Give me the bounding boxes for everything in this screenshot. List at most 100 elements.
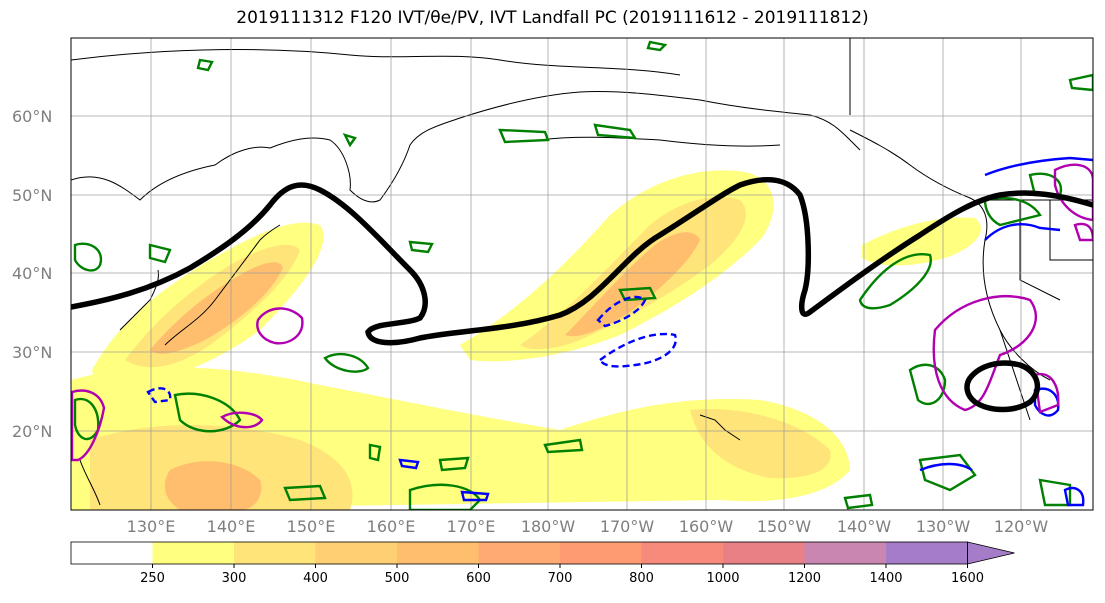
lon-label-170e: 170°E [447,517,496,536]
pv-green-8 [148,243,172,264]
colorbar-segment [152,542,235,564]
ivt-plume-northeast [862,217,981,266]
lon-label-170w: 170°W [600,517,655,536]
pv-blue-dashed-3 [146,387,172,404]
pv-green-1 [196,58,214,72]
colorbar-tick-label: 700 [548,571,573,586]
colorbar-segment [723,542,805,564]
siberia-north [71,49,681,76]
lat-label-40: 40°N [12,264,52,283]
theta-e-contours [71,176,1093,413]
philippines [79,459,101,506]
pv-green-3 [593,123,638,140]
pc-magenta-2 [220,411,264,429]
lon-label-150w: 150°W [757,517,812,536]
figure-title: 2019111312 F120 IVT/θe/PV, IVT Landfall … [0,8,1105,28]
lon-label-160w: 160°W [679,517,734,536]
ivt-shading [71,170,981,510]
pv-green-7 [73,242,103,272]
colorbar-tick-label: 1400 [869,571,902,586]
map-frame [70,37,1094,511]
baja-coast [999,329,1031,421]
colorbar-segment [315,542,398,564]
pv-green-14 [543,438,584,454]
pv-green-5 [342,133,357,148]
pv-green-18 [908,363,947,406]
pv-green-22 [1068,73,1093,92]
north-america-coast [849,129,1051,381]
pv-blue-6 [398,458,420,470]
pv-green-15 [368,443,382,462]
colorbar-segment [478,542,561,564]
colorbar-segment [397,542,479,564]
colorbar-segment [560,542,642,564]
pc-magenta-5 [1033,372,1060,414]
ivt-band-south-inner [164,461,262,510]
pv-green-17 [858,253,932,310]
pv-green-9 [323,353,370,373]
theta-e-closed [964,360,1041,413]
lon-label-130w: 130°W [916,517,971,536]
colorbar-tick-label: 250 [140,571,165,586]
colorbar-tick-label: 1600 [951,571,984,586]
lon-label-130e: 130°E [127,517,176,536]
colorbar-segment [234,542,316,564]
pv-blue-7 [460,490,490,502]
state-line-1 [1019,200,1061,301]
pv-blue-2 [984,223,1061,241]
pc-magenta-4 [932,295,1038,412]
lat-labels: 20°N 30°N 40°N 50°N 60°N [12,107,52,441]
pv-green-6 [408,240,434,254]
pv-green-16 [438,456,470,472]
pv-green-24 [618,286,657,302]
pv-blue-1 [984,156,1093,177]
state-line-2 [1049,200,1093,261]
lat-label-30: 30°N [12,343,52,362]
map-content [71,38,1093,510]
ivt-band-south-east [690,409,831,479]
pv-green-13 [283,484,327,502]
aleutians [539,136,781,147]
pv-blue-dashed-1 [598,332,677,368]
colorbar-tick-label: 1000 [706,571,739,586]
lon-label-140w: 140°W [837,517,892,536]
colorbar-segment [886,542,968,564]
lat-label-50: 50°N [12,186,52,205]
lat-label-60: 60°N [12,107,52,126]
colorbar-segment [71,542,153,564]
coastlines [71,38,1093,506]
lon-label-120w: 120°W [994,517,1049,536]
pc-magenta-3 [71,389,106,462]
colorbar-extend-arrow [967,541,1015,565]
asia-coast [71,91,861,203]
lon-label-180w: 180°W [521,517,576,536]
ivt-plume-central-inner [565,232,700,337]
pv-green-12 [408,483,482,510]
lon-label-160e: 160°E [367,517,416,536]
colorbar-tick-label: 600 [466,571,491,586]
pc-magenta-7 [1073,222,1093,242]
pv-green-25 [843,493,874,510]
pv-contours-green [73,40,1093,510]
korea-coast [119,269,159,331]
colorbar-segment [641,542,724,564]
pv-blue-dashed-2 [596,295,647,328]
colorbar-tick-label: 500 [385,571,410,586]
lat-label-20: 20°N [12,422,52,441]
gridlines [71,38,1093,510]
pv-green-19 [918,453,977,492]
pv-blue-4 [1033,387,1060,417]
pv-green-2 [498,128,550,144]
colorbar-tick-label: 800 [629,571,654,586]
pv-green-20 [983,196,1042,227]
pv-blue-5 [1063,486,1085,507]
colorbar-tick-label: 1200 [788,571,821,586]
colorbar-tick-label: 400 [303,571,328,586]
pv-green-10 [173,392,242,433]
pv-green-4 [646,40,668,52]
lon-labels: 130°E 140°E 150°E 160°E 170°E 180°W 170°… [127,517,1049,536]
colorbar-frame [70,541,968,565]
pv-blue-3 [919,462,973,472]
hawaii-islands [699,414,741,441]
